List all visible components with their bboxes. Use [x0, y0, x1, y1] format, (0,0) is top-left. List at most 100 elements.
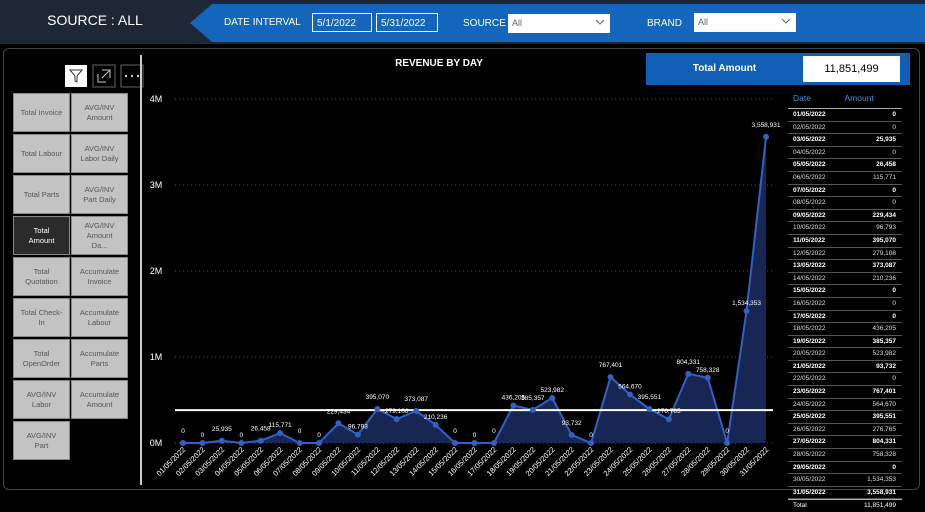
table-cell: 27/05/2022 — [793, 438, 826, 446]
table-row: 20/05/2022 523,982 — [788, 348, 902, 361]
nav-button[interactable]: Accumulate Parts — [71, 339, 128, 378]
data-label: 523,982 — [540, 387, 564, 394]
table-cell: 03/05/2022 — [793, 136, 826, 144]
point — [743, 308, 750, 315]
y-tick-label: 2M — [150, 266, 163, 276]
y-tick-label: 4M — [150, 94, 163, 104]
table-cell: 24/05/2022 — [793, 400, 826, 408]
nav-button[interactable]: AVG/INV Amount — [71, 93, 128, 132]
table-cell: 06/05/2022 — [793, 173, 826, 181]
data-label: 0 — [298, 428, 302, 435]
nav-button[interactable]: Accumulate Labour — [71, 298, 128, 337]
table-row: 25/05/2022 395,551 — [788, 411, 902, 424]
table-cell: 0 — [892, 375, 896, 383]
date-from[interactable]: 5/1/2022 — [312, 13, 372, 32]
date-to[interactable]: 5/31/2022 — [376, 13, 438, 32]
data-label: 385,357 — [521, 395, 545, 402]
table-cell: 25,935 — [876, 136, 896, 144]
table-total: Total 11,851,499 — [788, 499, 902, 512]
point — [432, 421, 439, 428]
table-cell: 229,434 — [872, 211, 897, 219]
table-cell: 373,087 — [872, 262, 897, 270]
column-header[interactable]: Date — [793, 93, 811, 103]
table-row: 04/05/2022 0 — [788, 147, 902, 160]
table-cell: 10/05/2022 — [793, 224, 826, 232]
table-cell: 29/05/2022 — [793, 463, 826, 471]
table-row: 18/05/2022 436,205 — [788, 323, 902, 336]
data-label: 25,935 — [212, 426, 232, 433]
nav-button[interactable]: Total Invoice — [13, 93, 70, 132]
y-tick-label: 0M — [150, 438, 163, 448]
data-label: 436,205 — [502, 394, 526, 401]
point — [296, 440, 303, 446]
point — [471, 440, 478, 446]
chart: REVENUE BY DAY 0M1M2M3M4M001/05/2022002/… — [150, 58, 781, 478]
nav-button[interactable]: AVG/INV Part Daily — [71, 175, 128, 214]
nav-button[interactable]: Accumulate Invoice — [71, 257, 128, 296]
table-cell: 11/05/2022 — [793, 236, 826, 244]
point — [316, 440, 323, 446]
point — [588, 440, 595, 446]
nav-button[interactable]: Total Parts — [13, 175, 70, 214]
table-cell: 20/05/2022 — [793, 350, 826, 358]
table-row: 08/05/2022 0 — [788, 197, 902, 210]
table-row: 23/05/2022 767,401 — [788, 386, 902, 399]
table-row: 09/05/2022 229,434 — [788, 210, 902, 223]
nav-button[interactable]: Total OpenOrder — [13, 339, 70, 378]
data-label: 0 — [589, 432, 593, 439]
table-cell: 25/05/2022 — [793, 413, 826, 421]
data-label: 564,670 — [618, 383, 642, 390]
table-row: 14/05/2022 210,236 — [788, 273, 902, 286]
nav-button[interactable]: AVG/INV Labor — [13, 380, 70, 419]
table-cell: 564,670 — [872, 400, 897, 408]
source-title: SOURCE : ALL — [47, 12, 143, 28]
nav-button[interactable]: Total Labour — [13, 134, 70, 173]
data-label: 395,551 — [638, 394, 662, 401]
table-cell: 31/05/2022 — [793, 488, 826, 496]
data-label: 0 — [453, 428, 457, 435]
brand-filter-label: BRAND — [647, 18, 683, 29]
table-cell: 19/05/2022 — [793, 337, 826, 345]
nav-button[interactable]: Accumulate Amount — [71, 380, 128, 419]
nav-button[interactable]: Total Quotation — [13, 257, 70, 296]
nav-button[interactable]: Total Amount — [13, 216, 70, 255]
table-cell: 04/05/2022 — [793, 148, 826, 156]
y-tick-label: 3M — [150, 180, 163, 190]
table-cell: 15/05/2022 — [793, 287, 826, 295]
table-cell: 26,458 — [876, 161, 896, 169]
table-header: Date Amount — [788, 92, 902, 109]
table-row: 16/05/2022 0 — [788, 298, 902, 311]
point — [607, 374, 614, 381]
data-label: 395,070 — [366, 394, 390, 401]
card-label: Total Amount — [692, 63, 757, 74]
nav-button[interactable]: AVG/INV Amount Da... — [71, 216, 128, 255]
nav-button[interactable]: AVG/INV Labor Daily — [71, 134, 128, 173]
source-filter-label: SOURCE — [463, 18, 506, 29]
data-label: 96,793 — [348, 424, 368, 431]
table-row: 11/05/2022 395,070 — [788, 235, 902, 248]
table-cell: 115,771 — [872, 173, 896, 181]
table-row: 06/05/2022 115,771 — [788, 172, 902, 185]
table-cell: 01/05/2022 — [793, 111, 826, 118]
nav-button[interactable]: Total Check-In — [13, 298, 70, 337]
total-card: Total Amount 11,851,499 — [646, 53, 910, 85]
brand-dropdown[interactable]: All — [694, 13, 796, 32]
table-cell: 0 — [892, 148, 896, 156]
nav-button[interactable]: AVG/INV Part — [13, 421, 70, 460]
table-cell: 13/05/2022 — [793, 262, 826, 270]
source-value: All — [512, 18, 523, 28]
brand-value: All — [698, 17, 709, 27]
table-cell: 0 — [892, 463, 896, 471]
data-label: 3,558,931 — [752, 122, 781, 129]
table-cell: 18/05/2022 — [793, 325, 826, 333]
source-dropdown[interactable]: All — [508, 14, 610, 33]
column-header[interactable]: Amount — [844, 93, 874, 103]
point — [413, 407, 420, 414]
point — [529, 406, 536, 413]
data-label: 0 — [239, 432, 243, 439]
table-cell: 96,793 — [876, 224, 896, 232]
table-row: 29/05/2022 0 — [788, 462, 902, 475]
table-cell: 3,558,931 — [867, 488, 896, 496]
table-cell: 0 — [892, 299, 896, 307]
